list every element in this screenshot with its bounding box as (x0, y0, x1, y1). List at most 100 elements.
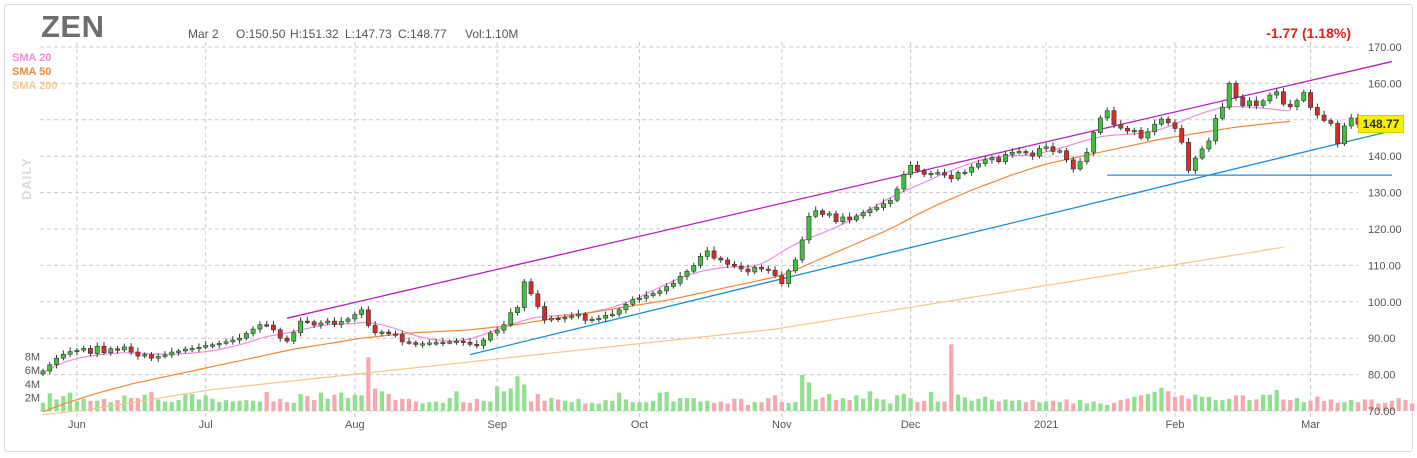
candle[interactable] (1165, 116, 1171, 126)
candle[interactable] (698, 253, 703, 269)
candle[interactable] (128, 343, 134, 355)
candle[interactable] (1335, 120, 1341, 148)
channel-upper[interactable] (286, 60, 1393, 319)
candle[interactable] (325, 317, 331, 326)
candle[interactable] (291, 329, 297, 345)
candle[interactable] (81, 345, 87, 353)
candle[interactable] (372, 321, 378, 336)
candle[interactable] (1084, 147, 1090, 165)
candle[interactable] (684, 269, 690, 280)
candle[interactable] (948, 170, 954, 183)
candle[interactable] (155, 353, 161, 362)
candle[interactable] (60, 350, 66, 361)
candle[interactable] (237, 333, 242, 344)
candle[interactable] (121, 343, 127, 353)
candle[interactable] (176, 348, 181, 356)
candle[interactable] (1348, 114, 1354, 129)
candle[interactable] (528, 278, 534, 296)
candle[interactable] (54, 354, 59, 369)
candle[interactable] (250, 326, 256, 337)
candle[interactable] (894, 186, 900, 203)
candle[interactable] (982, 155, 988, 167)
candle[interactable] (1328, 118, 1334, 127)
candle[interactable] (420, 340, 425, 349)
candle[interactable] (1131, 127, 1137, 135)
candle[interactable] (1118, 120, 1124, 131)
candle[interactable] (1043, 142, 1049, 152)
candle[interactable] (799, 236, 805, 263)
candle[interactable] (1159, 116, 1164, 127)
candle[interactable] (745, 264, 751, 276)
candle[interactable] (298, 317, 303, 337)
candle[interactable] (1301, 89, 1307, 103)
candle[interactable] (318, 320, 324, 329)
candle[interactable] (115, 346, 120, 354)
candle[interactable] (786, 268, 792, 288)
candle[interactable] (1070, 156, 1076, 173)
candle[interactable] (813, 206, 819, 219)
candle[interactable] (474, 340, 480, 349)
candle[interactable] (515, 305, 520, 316)
candle[interactable] (223, 338, 229, 346)
candle[interactable] (352, 311, 358, 322)
candle[interactable] (874, 203, 880, 212)
candle[interactable] (406, 337, 412, 345)
candle[interactable] (1077, 157, 1083, 172)
legend-sma-200[interactable]: SMA 200 (12, 80, 58, 92)
candle[interactable] (94, 342, 100, 358)
candle[interactable] (1226, 81, 1232, 110)
candle[interactable] (996, 154, 1002, 164)
candle[interactable] (216, 340, 222, 349)
candle[interactable] (772, 266, 778, 278)
candle[interactable] (1030, 150, 1036, 160)
candle[interactable] (182, 346, 188, 354)
legend-sma-50[interactable]: SMA 50 (12, 66, 52, 78)
candle[interactable] (901, 171, 907, 192)
legend-sma-20[interactable]: SMA 20 (12, 52, 52, 64)
candle[interactable] (976, 159, 981, 170)
candle[interactable] (1057, 148, 1063, 154)
candle[interactable] (1281, 87, 1286, 107)
candle[interactable] (1220, 102, 1225, 121)
candle[interactable] (1253, 96, 1259, 110)
candle[interactable] (393, 330, 398, 338)
candle[interactable] (1274, 88, 1280, 99)
candle[interactable] (847, 212, 853, 224)
candle[interactable] (759, 264, 764, 272)
candle[interactable] (1192, 155, 1198, 175)
candle[interactable] (596, 314, 602, 323)
candle[interactable] (1199, 146, 1205, 161)
candle[interactable] (569, 312, 575, 320)
candle[interactable] (162, 351, 168, 359)
candle[interactable] (67, 347, 73, 358)
candle[interactable] (670, 279, 676, 289)
candle[interactable] (210, 342, 215, 349)
candle[interactable] (454, 338, 459, 345)
candle[interactable] (691, 262, 697, 274)
candle[interactable] (677, 271, 683, 287)
candle[interactable] (1111, 106, 1117, 129)
candle[interactable] (149, 351, 154, 362)
candle[interactable] (555, 315, 561, 322)
candle[interactable] (548, 315, 554, 323)
candle[interactable] (643, 291, 649, 302)
candle[interactable] (1308, 89, 1313, 111)
candle[interactable] (169, 347, 175, 358)
candle[interactable] (765, 265, 771, 274)
candle[interactable] (779, 271, 785, 287)
candle[interactable] (311, 319, 317, 329)
candle[interactable] (1138, 127, 1144, 141)
candle[interactable] (1050, 142, 1056, 156)
candle[interactable] (535, 289, 541, 310)
candle[interactable] (1037, 145, 1042, 159)
candle[interactable] (1152, 119, 1158, 136)
candle[interactable] (1314, 103, 1320, 119)
candle[interactable] (365, 305, 371, 328)
candle[interactable] (142, 352, 148, 359)
candle[interactable] (718, 255, 724, 263)
candle[interactable] (1287, 99, 1293, 110)
candle[interactable] (74, 348, 80, 356)
candle[interactable] (854, 213, 859, 223)
candle[interactable] (1206, 137, 1212, 152)
